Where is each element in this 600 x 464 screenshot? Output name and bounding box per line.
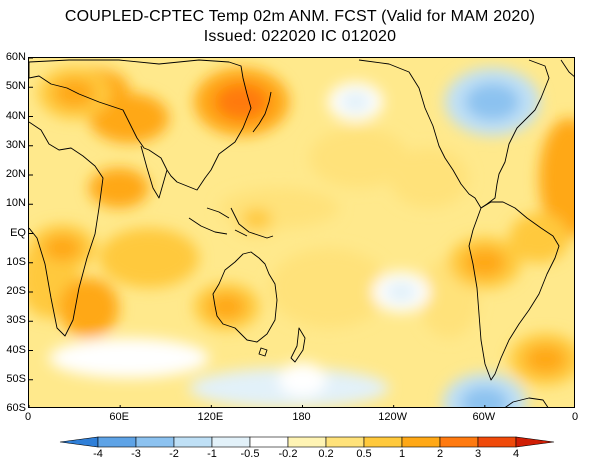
colorbar-tick-label: -1	[207, 448, 217, 460]
colorbar-segment	[363, 436, 403, 448]
coastline-new-zealand	[290, 327, 306, 363]
colorbar-tick-label: 1	[398, 448, 406, 460]
colorbar-segment	[515, 436, 555, 448]
anomaly-patch	[89, 168, 149, 208]
latitude-tick-label: 30N	[5, 138, 26, 151]
coastline-south-america	[468, 201, 560, 381]
colorbar-tick-label: 4	[512, 448, 520, 460]
anomaly-core	[524, 344, 567, 374]
coastline-eurasia-africa	[29, 59, 252, 191]
anomaly-patch	[509, 213, 569, 263]
colorbar-segment	[211, 436, 251, 448]
map-title: COUPLED-CPTEC Temp 02m ANM. FCST (Valid …	[64, 8, 536, 25]
longitude-tick-label: 0	[571, 411, 579, 423]
latitude-tick-label: 20S	[6, 285, 26, 297]
anomaly-core	[43, 235, 82, 262]
colorbar-tick-label: 3	[474, 448, 482, 460]
coastline-japan	[252, 91, 272, 133]
coastline-india	[140, 145, 168, 199]
colorbar-tick-label: 2	[436, 448, 444, 460]
latitude-tick-label: EQ	[10, 226, 26, 239]
colorbar-segment	[401, 436, 441, 448]
latitude-tick-label: 40S	[6, 343, 26, 356]
latitude-tick-label: 10N	[5, 197, 26, 210]
latitude-tick-label: 50S	[6, 372, 26, 385]
latitude-tick-label: 50N	[5, 80, 26, 93]
latitude-tick-label: 60S	[6, 402, 26, 414]
anomaly-patch	[99, 228, 199, 288]
coastline-australia	[212, 251, 278, 343]
colorbar-segment	[135, 436, 175, 448]
issued-subtitle: Issued: 022020 IC 012020	[203, 28, 397, 45]
map-plot-area	[28, 57, 575, 408]
latitude-tick-label: 60N	[5, 51, 26, 63]
anomaly-fields	[29, 67, 574, 407]
colorbar-tick-label: -2	[169, 448, 179, 460]
longitude-tick-label: 60E	[109, 411, 129, 423]
anomaly-core	[288, 370, 317, 390]
latitude-tick-label: 30S	[6, 314, 26, 327]
longitude-tick-label: 0	[24, 411, 32, 423]
latitude-tick-label: 20N	[5, 168, 26, 180]
anomaly-core	[241, 208, 272, 230]
colorbar-segment	[249, 436, 289, 448]
anomaly-core	[207, 293, 246, 320]
colorbar-segment	[287, 436, 327, 448]
coastline-indonesia	[188, 207, 274, 239]
anomaly-core	[214, 83, 269, 121]
anomaly-core	[465, 83, 520, 121]
colorbar-segment	[325, 436, 365, 448]
anomaly-patch	[269, 248, 389, 328]
anomaly-core	[460, 386, 509, 407]
longitude-tick-label: 120E	[197, 411, 224, 423]
anomaly-core	[384, 280, 418, 304]
colorbar-segment	[439, 436, 479, 448]
colorbar-tick-label: 0.2	[318, 448, 334, 460]
coastline-tasmania	[258, 347, 268, 357]
anomaly-core	[53, 78, 96, 108]
colorbar-segment	[59, 436, 99, 448]
colorbar-tick-label: -0.5	[240, 448, 260, 460]
coastlines	[29, 59, 574, 407]
longitude-tick-label: 60W	[472, 411, 496, 423]
anomaly-patch	[59, 278, 119, 338]
coastline-antarctica	[505, 397, 549, 407]
latitude-tick-label: 40N	[5, 109, 26, 122]
coastline-africa	[29, 121, 104, 337]
colorbar-segment	[97, 436, 137, 448]
colorbar-tick-label: 0.5	[356, 448, 372, 460]
anomaly-patch	[309, 128, 409, 188]
longitude-tick-label: 120W	[378, 411, 408, 423]
longitude-tick-label: 180	[292, 411, 311, 423]
colorbar-tick-label: -3	[131, 448, 141, 460]
anomaly-patch	[49, 338, 209, 378]
anomaly-map	[29, 58, 574, 407]
anomaly-patch	[539, 118, 574, 238]
colorbar-segment	[173, 436, 213, 448]
latitude-tick-label: 10S	[6, 255, 26, 268]
anomaly-core	[340, 91, 372, 113]
anomaly-patch	[389, 148, 469, 208]
coastline-greenland	[560, 59, 574, 77]
colorbar-segment	[477, 436, 517, 448]
colorbar-tick-label: -4	[93, 448, 103, 460]
colorbar-tick-label: -0.2	[278, 448, 298, 460]
